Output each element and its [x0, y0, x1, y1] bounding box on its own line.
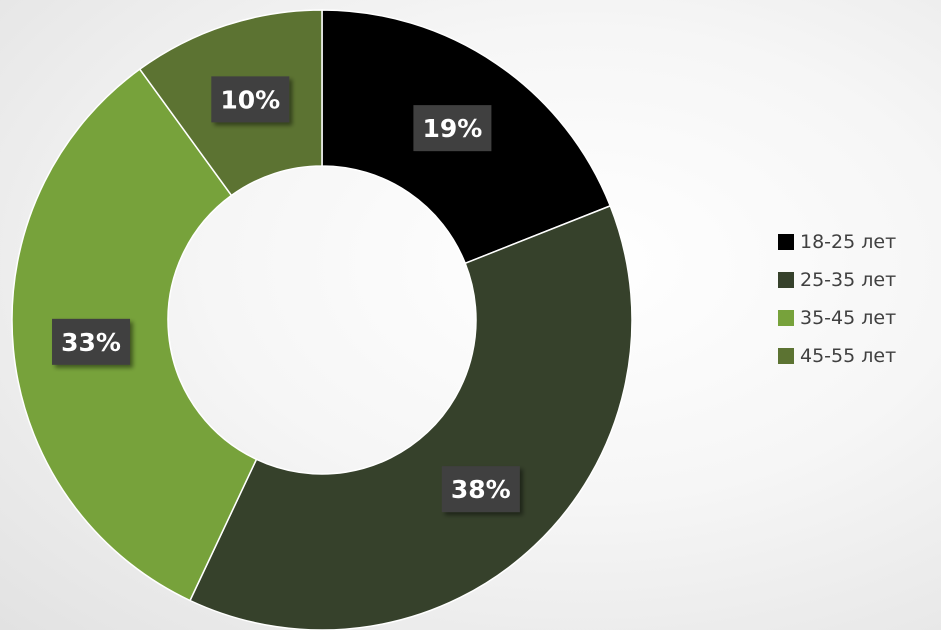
data-label-box: [52, 318, 131, 365]
data-label-box: [441, 466, 520, 513]
data-labels: 19% 38% 33% 10%: [52, 76, 520, 513]
legend-label: 45-55 лет: [800, 345, 897, 367]
donut-slice-35-45-лет[interactable]: [11, 68, 258, 602]
data-label-box: [413, 105, 492, 152]
data-label-45-55-лет: 10%: [211, 76, 290, 123]
legend-swatch: [778, 310, 794, 326]
legend: 18-25 лет 25-35 лет 35-45 лет 45-55 лет: [778, 228, 938, 380]
donut-slices: [11, 9, 633, 630]
legend-swatch: [778, 272, 794, 288]
data-label-box: [211, 76, 290, 123]
legend-item-18-25[interactable]: 18-25 лет: [778, 228, 938, 256]
data-label-35-45-лет: 33%: [52, 318, 131, 365]
legend-label: 35-45 лет: [800, 307, 897, 329]
legend-item-25-35[interactable]: 25-35 лет: [778, 266, 938, 294]
data-label-18-25-лет: 19%: [413, 105, 492, 152]
data-label-text: 10%: [220, 85, 280, 114]
legend-item-45-55[interactable]: 45-55 лет: [778, 342, 938, 370]
data-label-text: 38%: [451, 475, 511, 504]
donut-slice-25-35-лет[interactable]: [189, 204, 633, 630]
legend-label: 18-25 лет: [800, 231, 897, 253]
legend-swatch: [778, 234, 794, 250]
legend-swatch: [778, 348, 794, 364]
data-label-text: 19%: [422, 114, 482, 143]
data-label-text: 33%: [61, 328, 121, 357]
legend-label: 25-35 лет: [800, 269, 897, 291]
data-label-25-35-лет: 38%: [441, 466, 520, 513]
legend-item-35-45[interactable]: 35-45 лет: [778, 304, 938, 332]
